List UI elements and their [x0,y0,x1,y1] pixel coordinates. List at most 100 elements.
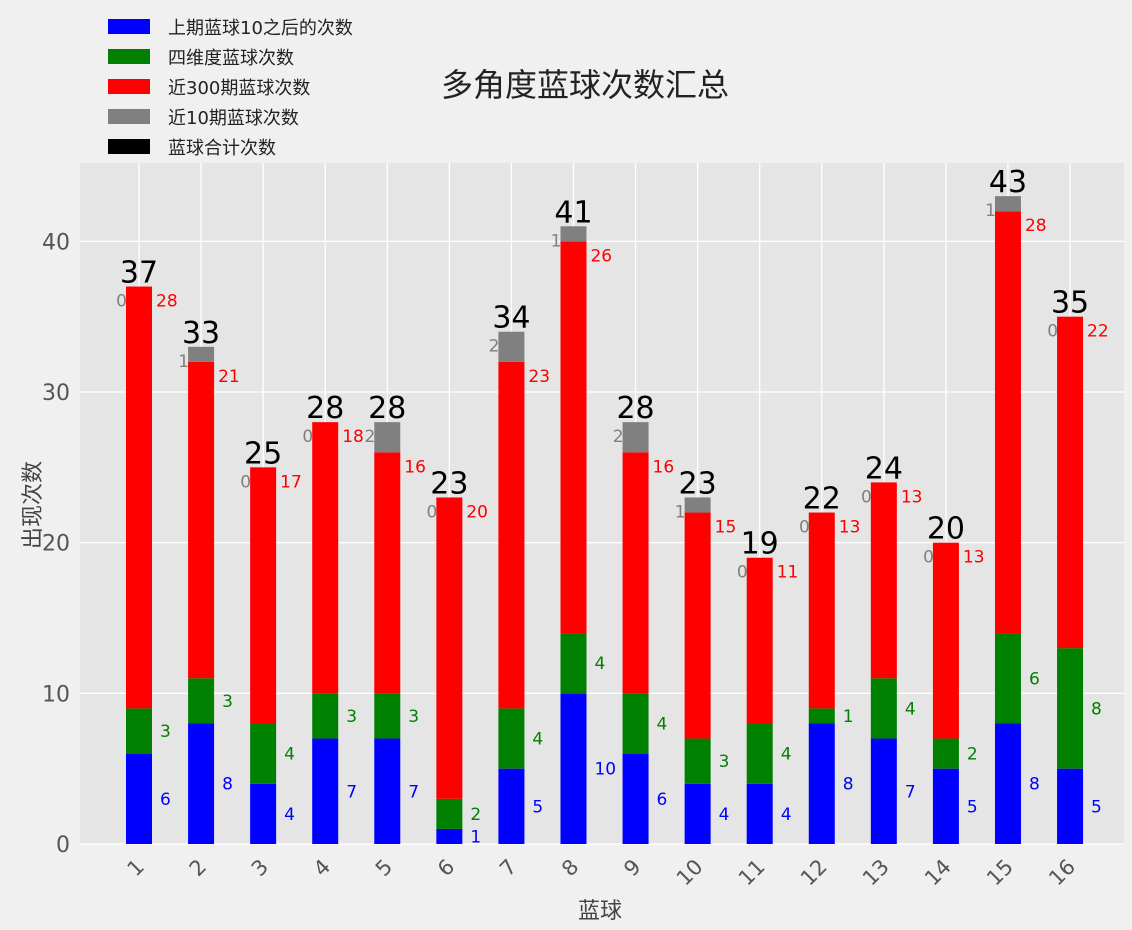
bar-segment [436,828,463,844]
bar-segment [560,633,587,694]
data-label: 18 [342,427,364,447]
data-label: 5 [1091,797,1102,817]
bar-segment [498,361,525,709]
bar-segment [374,452,401,694]
data-label: 2 [967,745,978,765]
total-label: 34 [492,301,530,336]
bar-segment [1057,316,1084,649]
data-label: 6 [657,790,668,810]
data-label: 20 [466,502,488,522]
legend-swatch [108,109,150,124]
x-tick-label: 3 [247,855,273,881]
data-label: 23 [528,367,550,387]
bar-segment [622,693,649,754]
total-label: 33 [182,316,220,351]
y-tick-label: 40 [42,230,70,255]
bar-segment [498,708,525,769]
legend-swatch [108,49,150,64]
bar-segment [746,783,773,844]
data-label: 1 [551,231,562,251]
data-label: 0 [799,518,810,538]
legend-swatch [108,139,150,154]
data-label: 28 [156,292,178,312]
bar-segment [994,723,1021,844]
x-tick-label: 12 [796,855,832,891]
bar-segment [436,497,463,799]
data-label: 16 [404,457,426,477]
data-label: 1 [843,707,854,727]
y-tick-label: 0 [56,833,70,858]
total-label: 24 [865,451,903,486]
bar-segment [498,768,525,844]
bar-segment [560,241,587,634]
data-label: 0 [923,548,934,568]
bar-segment [808,723,835,844]
bar-segment [870,678,897,739]
x-tick-label: 1 [123,855,149,881]
bar-segment [374,693,401,739]
bar-segment [870,482,897,679]
total-label: 20 [927,512,965,547]
data-label: 3 [346,707,357,727]
bar-segment [126,286,152,709]
data-label: 16 [653,457,675,477]
bar-segment [188,678,215,724]
data-label: 4 [905,699,916,719]
bar-segment [994,633,1021,724]
x-tick-label: 8 [557,855,583,881]
x-tick-label: 15 [982,855,1018,891]
bar-segment [560,226,587,242]
bar-segment [312,738,339,844]
x-tick-label: 2 [185,855,211,881]
data-label: 0 [302,427,313,447]
total-label: 28 [616,391,654,426]
data-label: 4 [657,714,668,734]
x-tick-label: 7 [495,855,521,881]
total-label: 25 [244,436,282,471]
bar-segment [436,798,463,829]
legend-label: 四维度蓝球次数 [168,48,294,69]
y-axis-label: 出现次数 [21,461,46,549]
total-label: 43 [989,165,1027,200]
bar-segment [994,196,1021,212]
x-tick-label: 4 [309,855,335,881]
data-label: 13 [901,487,923,507]
data-label: 0 [240,472,251,492]
data-label: 4 [594,654,605,674]
bar-segment [746,557,773,724]
bar-segment [126,753,152,844]
x-tick-label: 5 [371,855,397,881]
data-label: 21 [218,367,240,387]
total-label: 35 [1051,286,1089,321]
bar-segment [1057,648,1084,769]
data-label: 22 [1087,322,1109,342]
data-label: 1 [470,827,481,847]
x-tick-label: 16 [1044,855,1080,891]
legend-swatch [108,19,150,34]
data-label: 3 [160,722,171,742]
bar-segment [188,723,215,844]
bar-segment [250,467,277,724]
data-label: 2 [470,805,481,825]
data-label: 8 [1091,699,1102,719]
bar-segment [374,422,401,453]
bar-segment [250,723,277,784]
data-label: 3 [222,692,233,712]
data-label: 11 [777,563,799,583]
data-label: 26 [590,246,612,266]
x-tick-label: 13 [858,855,894,891]
total-label: 23 [679,466,717,501]
bar-segment [250,783,277,844]
x-tick-label: 11 [734,855,770,891]
data-label: 1 [675,502,686,522]
data-label: 1 [178,352,189,372]
bar-segment [684,738,711,784]
total-label: 19 [741,527,779,562]
legend-swatch [108,79,150,94]
x-axis-label: 蓝球 [578,899,622,924]
total-label: 28 [368,391,406,426]
data-label: 6 [1029,669,1040,689]
data-label: 2 [489,337,500,357]
bar-segment [932,542,959,739]
total-label: 23 [430,466,468,501]
